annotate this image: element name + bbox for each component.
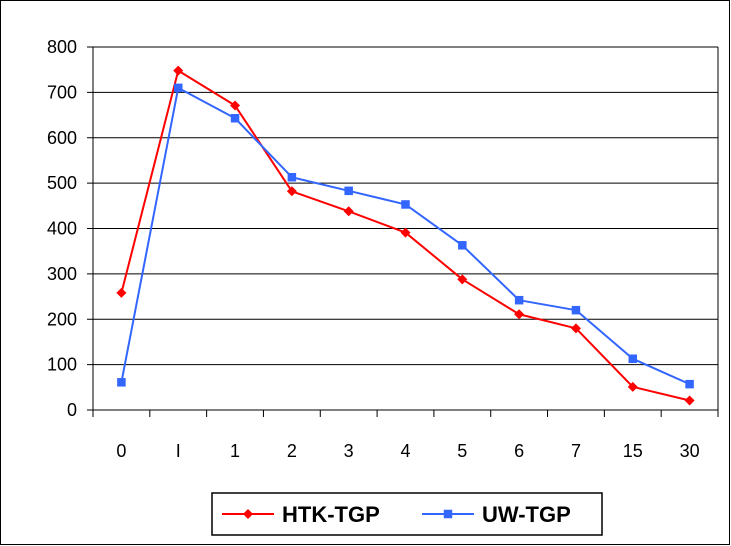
- x-tick-label: 0: [116, 441, 126, 461]
- y-tick-label: 0: [67, 400, 77, 420]
- x-tick-label: 7: [571, 441, 581, 461]
- legend-label: HTK-TGP: [282, 502, 380, 527]
- x-tick-label: 3: [344, 441, 354, 461]
- legend-box: [211, 492, 603, 536]
- data-point-diamond: [400, 227, 411, 238]
- data-point-square: [458, 241, 467, 250]
- data-point-diamond: [116, 287, 127, 298]
- x-tick-label: I: [176, 441, 181, 461]
- series-htk-tgp: [116, 65, 695, 406]
- data-point-square: [344, 186, 353, 196]
- data-point-square: [287, 172, 297, 182]
- y-tick-label: 700: [47, 82, 77, 102]
- y-tick-label: 500: [47, 173, 77, 193]
- data-point-square: [514, 295, 524, 305]
- y-tick-label: 100: [47, 355, 77, 375]
- data-point-diamond: [243, 509, 253, 519]
- legend-entry-htk-tgp: HTK-TGP: [222, 502, 380, 527]
- data-point-square: [685, 379, 694, 389]
- x-tick-label: 15: [623, 441, 643, 461]
- data-point-square: [173, 83, 183, 93]
- data-point-square: [230, 113, 240, 123]
- x-tick-label: 4: [400, 441, 410, 461]
- data-point-diamond: [514, 309, 525, 320]
- series-uw-tgp: [117, 83, 694, 389]
- data-point-square: [443, 509, 453, 519]
- data-point-square: [571, 305, 581, 315]
- series: [116, 65, 695, 406]
- y-tick-label: 300: [47, 264, 77, 284]
- legend-entry-uw-tgp: UW-TGP: [422, 502, 571, 527]
- data-point-diamond: [457, 274, 468, 285]
- data-point-diamond: [570, 323, 581, 334]
- y-tick-label: 800: [47, 37, 77, 57]
- x-tick-label: 5: [457, 441, 467, 461]
- data-point-diamond: [684, 395, 695, 406]
- axes: 0 100 200 300 400 500 600 700 800 0 I 1 2 3 4 5 6 7 15 30: [47, 37, 719, 461]
- data-point-diamond: [627, 381, 638, 392]
- data-point-square: [401, 200, 410, 209]
- data-point-diamond: [230, 100, 241, 111]
- data-point-square: [628, 354, 638, 363]
- data-point-square: [117, 378, 126, 387]
- data-point-diamond: [173, 65, 184, 76]
- data-point-diamond: [286, 186, 297, 197]
- gridlines: [93, 46, 718, 366]
- y-tick-label: 600: [47, 128, 77, 148]
- x-tick-label: 1: [230, 441, 240, 461]
- legend-label: UW-TGP: [482, 502, 571, 527]
- x-tick-label: 2: [287, 441, 297, 461]
- data-point-diamond: [343, 206, 354, 217]
- legend: HTK-TGP UW-TGP: [211, 492, 603, 536]
- x-tick-label: 30: [680, 441, 700, 461]
- y-tick-label: 400: [47, 219, 77, 239]
- x-tick-label: 6: [514, 441, 524, 461]
- y-tick-label: 200: [47, 309, 77, 329]
